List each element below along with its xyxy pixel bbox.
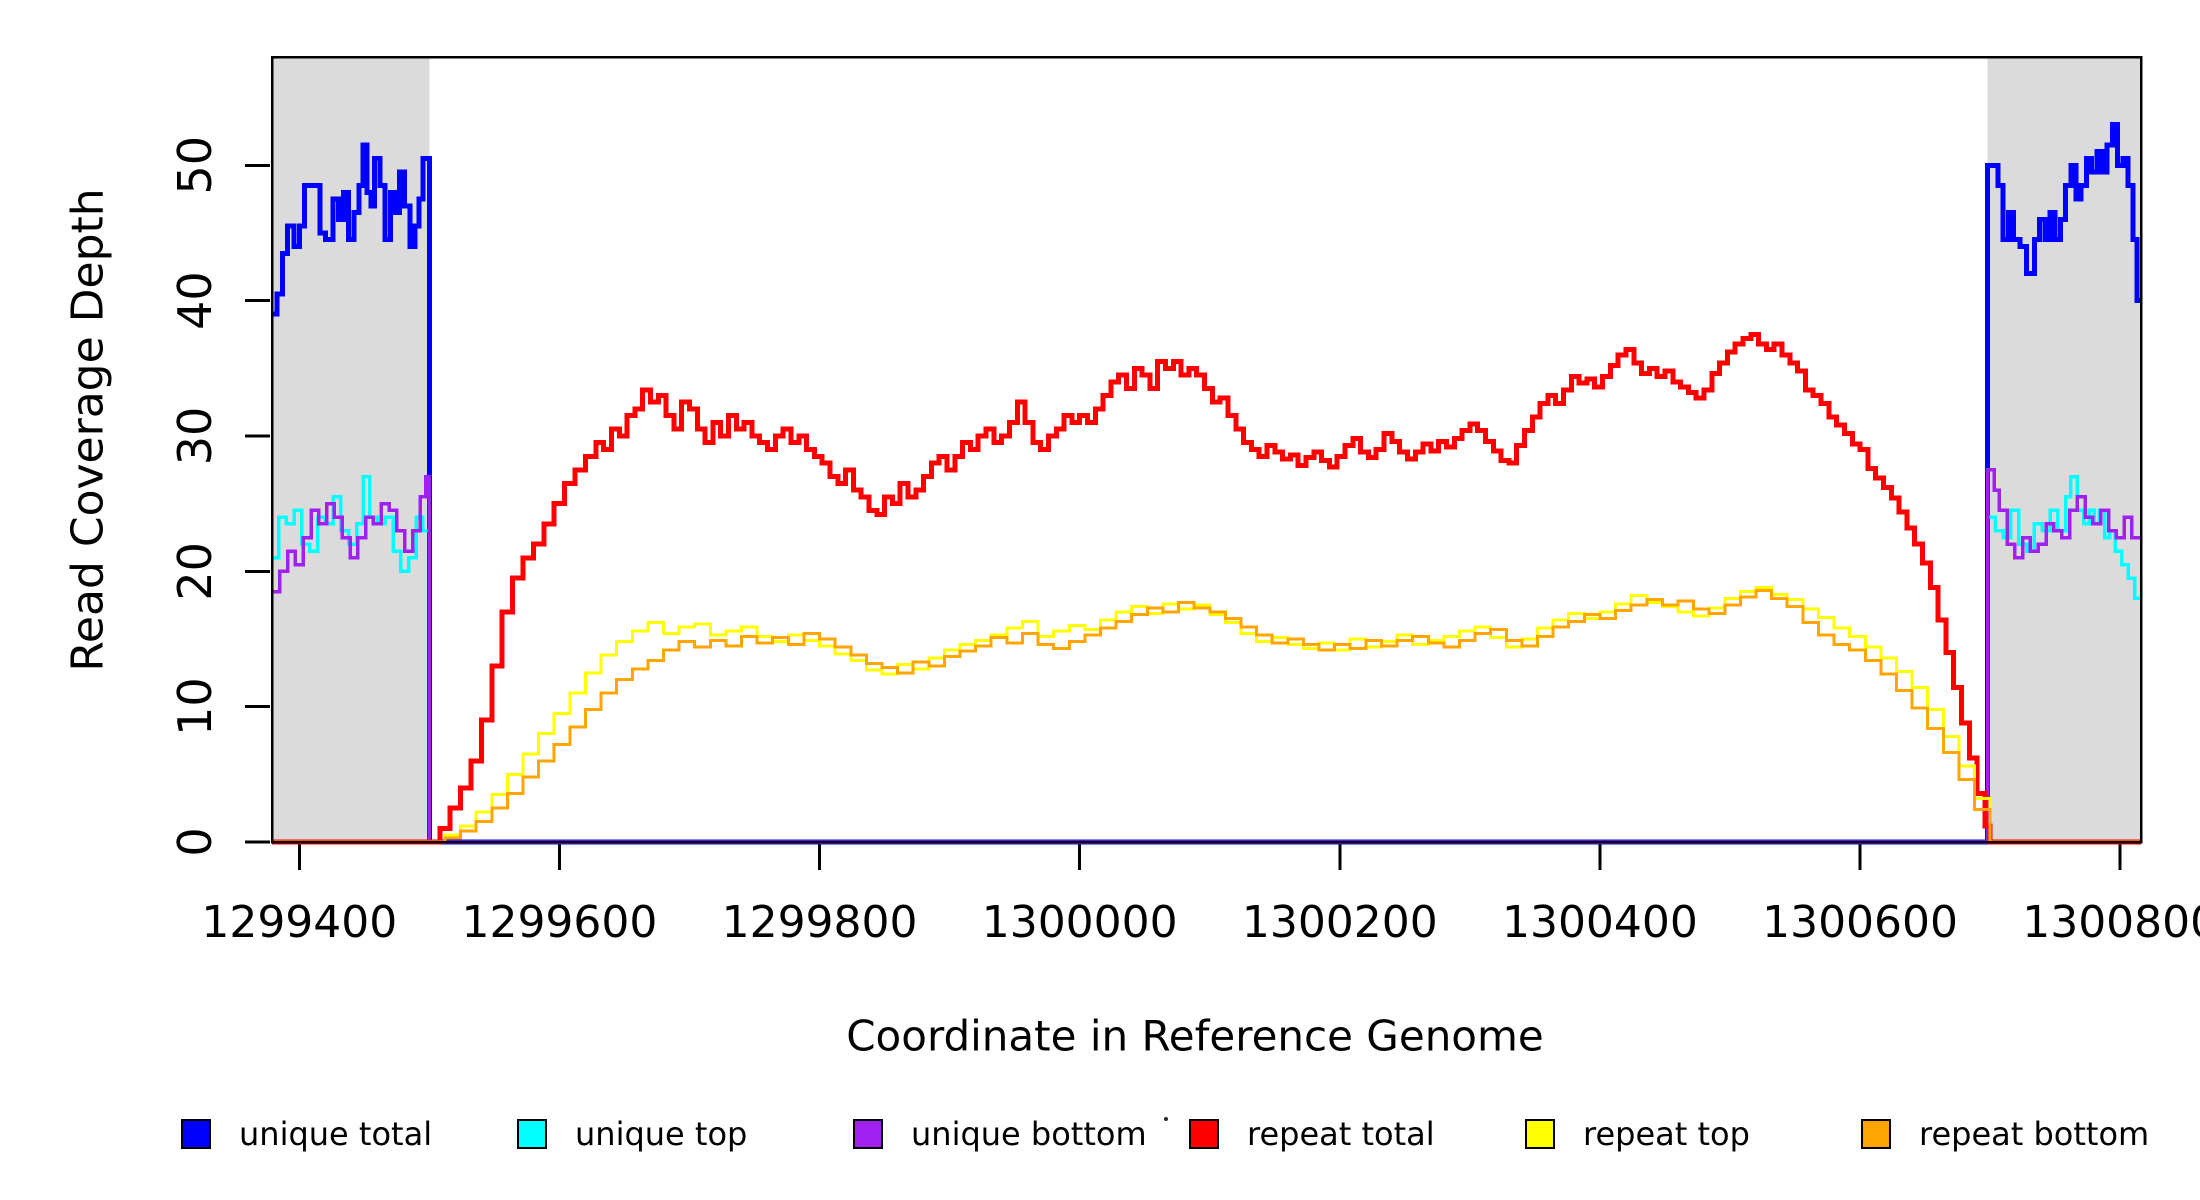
y-tick-label: 40 xyxy=(168,271,222,330)
shaded-region-right xyxy=(1987,57,2141,842)
y-tick-label: 50 xyxy=(168,136,222,195)
x-tick-label: 1299400 xyxy=(201,897,397,948)
x-tick-label: 1300400 xyxy=(1502,897,1698,948)
series-unique-bottom xyxy=(272,468,2141,844)
series-unique-top xyxy=(272,474,2141,844)
plot-border xyxy=(270,55,2143,844)
x-tick-label: 1299800 xyxy=(722,897,918,948)
series-repeat-top xyxy=(272,586,2141,844)
x-tick-label: 1299600 xyxy=(461,897,657,948)
series-repeat-bottom xyxy=(272,588,2141,844)
y-tick-label: 10 xyxy=(168,677,222,736)
y-tick-label: 0 xyxy=(168,827,222,856)
x-tick-label: 1300800 xyxy=(2022,897,2200,948)
x-tick-label: 1300200 xyxy=(1242,897,1438,948)
x-tick-label: 1300000 xyxy=(982,897,1178,948)
y-tick-label: 20 xyxy=(168,542,222,601)
x-axis-title: Coordinate in Reference Genome xyxy=(846,1011,1544,1061)
x-tick-label: 1300600 xyxy=(1762,897,1958,948)
y-tick-label: 30 xyxy=(168,407,222,466)
y-axis-title: Read Coverage Depth xyxy=(62,188,114,672)
series-repeat-total xyxy=(272,332,2141,845)
